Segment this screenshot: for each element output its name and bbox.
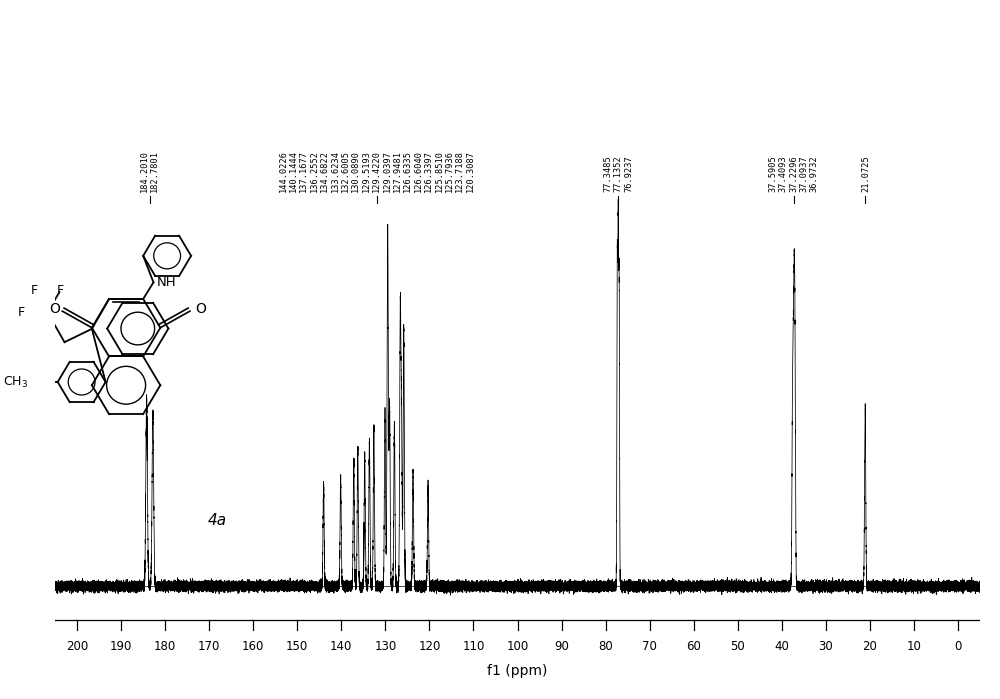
Text: 120: 120 <box>418 640 441 654</box>
Text: 90: 90 <box>554 640 569 654</box>
Text: CH$_3$: CH$_3$ <box>3 375 28 389</box>
Text: 20: 20 <box>862 640 877 654</box>
Text: 40: 40 <box>774 640 789 654</box>
Text: 200: 200 <box>66 640 88 654</box>
Text: 10: 10 <box>906 640 921 654</box>
Text: 30: 30 <box>818 640 833 654</box>
Text: F: F <box>31 284 38 297</box>
Text: 184.2010
182.7801: 184.2010 182.7801 <box>140 150 159 192</box>
Text: O: O <box>50 303 61 317</box>
Text: 170: 170 <box>198 640 220 654</box>
Text: 110: 110 <box>462 640 485 654</box>
Text: 37.5905
37.4093
37.2296
37.0937
36.9732: 37.5905 37.4093 37.2296 37.0937 36.9732 <box>768 155 819 192</box>
Text: 21.0725: 21.0725 <box>861 155 870 192</box>
Text: 77.3485
77.1352
76.9237: 77.3485 77.1352 76.9237 <box>603 155 633 192</box>
Text: NH: NH <box>157 276 177 289</box>
Text: 70: 70 <box>642 640 657 654</box>
Text: 0: 0 <box>954 640 962 654</box>
Text: 100: 100 <box>506 640 529 654</box>
Text: 50: 50 <box>730 640 745 654</box>
Text: O: O <box>195 303 206 317</box>
Text: 130: 130 <box>374 640 396 654</box>
Text: 160: 160 <box>242 640 264 654</box>
Text: 190: 190 <box>110 640 132 654</box>
Text: 140: 140 <box>330 640 352 654</box>
Text: 4a: 4a <box>207 513 227 528</box>
Text: 150: 150 <box>286 640 308 654</box>
Text: f1 (ppm): f1 (ppm) <box>487 664 548 678</box>
Text: 80: 80 <box>598 640 613 654</box>
Text: 180: 180 <box>154 640 176 654</box>
Text: 60: 60 <box>686 640 701 654</box>
Text: 144.0226
140.1444
137.1677
136.2552
134.6822
133.6234
132.6005
130.0890
129.5193: 144.0226 140.1444 137.1677 136.2552 134.… <box>278 150 475 192</box>
Text: F: F <box>18 305 25 319</box>
Text: F: F <box>57 284 64 297</box>
